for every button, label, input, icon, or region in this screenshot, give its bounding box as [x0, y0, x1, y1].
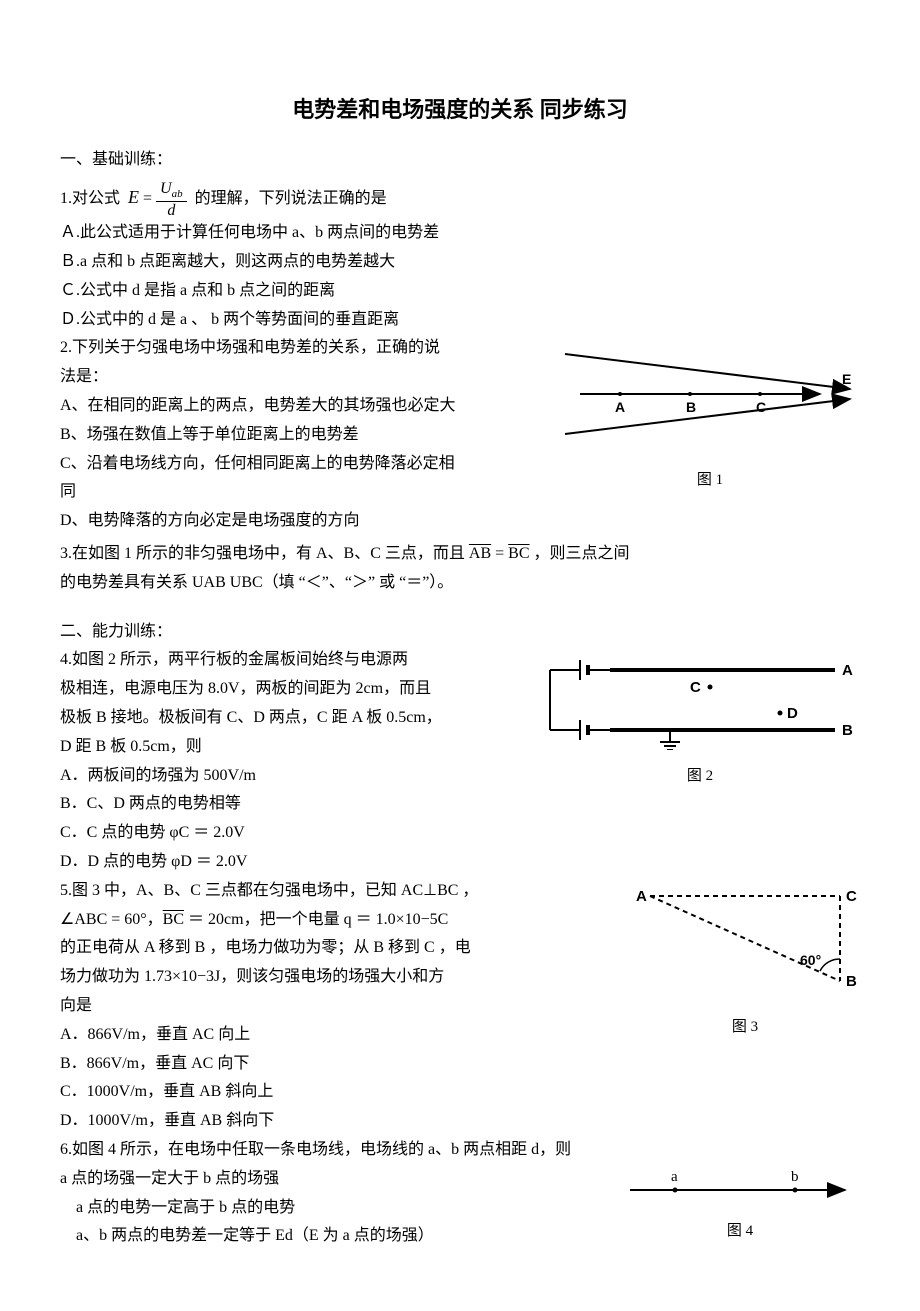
fig1-B: B — [686, 399, 696, 415]
fig1-E: E — [842, 371, 851, 387]
q3-a: 3.在如图 1 所示的非匀强电场中，有 A、B、C 三点，而且 — [60, 545, 469, 562]
figure-3-caption: 图 3 — [630, 1014, 860, 1041]
fig2-A: A — [842, 662, 853, 679]
figure-4: a b 图 4 — [620, 1165, 860, 1245]
q5-l2a: ∠ABC = 60°， — [60, 911, 163, 928]
q1-lead-b: 的理解，下列说法正确的是 — [195, 191, 387, 208]
q1-opt-A: Ａ.此公式适用于计算任何电场中 a、b 两点间的电势差 — [60, 219, 860, 248]
figure-4-caption: 图 4 — [620, 1218, 860, 1245]
figure-2-caption: 图 2 — [540, 763, 860, 790]
q5-l2b: ＝ 20cm，把一个电量 q ＝ 1.0×10−5C — [184, 911, 448, 928]
figure-1: A B C E 图 1 — [560, 334, 860, 494]
fig3-B: B — [846, 973, 857, 990]
fig3-A: A — [636, 888, 647, 905]
figure-1-caption: 图 1 — [560, 467, 860, 494]
q1-formula: E = Uabd — [128, 180, 187, 219]
q1-lead-a: 1.对公式 — [60, 191, 120, 208]
q1-num: U — [160, 180, 172, 197]
section-2-header: 二、能力训练： — [60, 618, 860, 647]
fig2-B: B — [842, 722, 853, 739]
fig4-a: a — [671, 1169, 678, 1185]
q3-eq: = — [491, 545, 508, 562]
q1-den: d — [156, 202, 187, 220]
fig2-D: D — [787, 705, 798, 722]
figure-4-svg: a b — [620, 1165, 860, 1205]
fig1-C: C — [756, 399, 766, 415]
page-title: 电势差和电场强度的关系 同步练习 — [60, 90, 860, 130]
q4-opt-C: C．C 点的电势 φC ＝ 2.0V — [60, 819, 860, 848]
q1-opt-B: Ｂ.a 点和 b 点距离越大，则这两点的电势差越大 — [60, 248, 860, 277]
q1-frac: Uabd — [156, 180, 187, 219]
q3-ab: AB — [469, 545, 491, 562]
section-1-header: 一、基础训练： — [60, 146, 860, 175]
q5-opt-C: C．1000V/m，垂直 AB 斜向上 — [60, 1078, 860, 1107]
q4-opt-D: D．D 点的电势 φD ＝ 2.0V — [60, 848, 860, 877]
figure-2-svg: C D A B — [540, 650, 860, 750]
q5-opt-D: D．1000V/m，垂直 AB 斜向下 — [60, 1107, 860, 1136]
q1-opt-D: Ｄ.公式中的 d 是 a 、 b 两个等势面间的垂直距离 — [60, 306, 860, 335]
q1-E: E — [128, 188, 139, 208]
figure-3: A C B 60° 图 3 — [630, 881, 860, 1041]
q5-l2-bc: BC — [163, 911, 184, 928]
q4-opt-B: B．C、D 两点的电势相等 — [60, 790, 860, 819]
fig3-angle: 60° — [800, 952, 821, 968]
q5-opt-B: B．866V/m，垂直 AC 向下 — [60, 1050, 860, 1079]
q3-bc: BC — [508, 545, 529, 562]
q2-opt-D: D、电势降落的方向必定是电场强度的方向 — [60, 507, 860, 536]
figure-3-svg: A C B 60° — [630, 881, 860, 1001]
fig2-C: C — [690, 679, 701, 696]
fig4-b: b — [791, 1169, 799, 1185]
q1: 1.对公式 E = Uabd 的理解，下列说法正确的是 — [60, 180, 860, 219]
figure-2: C D A B 图 2 — [540, 650, 860, 790]
q1-opt-C: Ｃ.公式中 d 是指 a 点和 b 点之间的距离 — [60, 277, 860, 306]
fig3-C: C — [846, 888, 857, 905]
q1-num-sub: ab — [172, 189, 183, 201]
fig1-A: A — [615, 399, 625, 415]
figure-1-svg: A B C E — [560, 334, 860, 454]
q6-l1: 6.如图 4 所示，在电场中任取一条电场线，电场线的 a、b 两点相距 d，则 — [60, 1136, 860, 1165]
q3-line1: 3.在如图 1 所示的非匀强电场中，有 A、B、C 三点，而且 AB = BC … — [60, 540, 860, 569]
q3-b: ，则三点之间 — [530, 545, 630, 562]
q3-line2: 的电势差具有关系 UAB UBC（填 “＜”、“＞” 或 “＝”）。 — [60, 569, 860, 598]
q1-eq: = — [139, 191, 156, 208]
